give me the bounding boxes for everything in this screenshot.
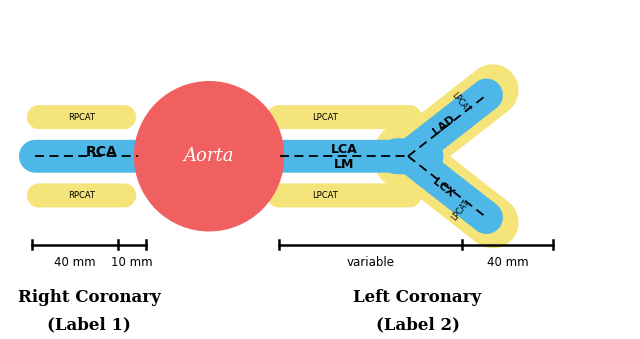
Text: Left Coronary: Left Coronary: [353, 289, 482, 306]
Text: 40 mm: 40 mm: [487, 256, 529, 269]
Polygon shape: [19, 140, 204, 173]
Polygon shape: [390, 79, 503, 174]
Polygon shape: [390, 139, 503, 234]
Text: LCA: LCA: [331, 143, 358, 156]
Text: variable: variable: [346, 256, 394, 269]
Text: LPCAT: LPCAT: [312, 191, 338, 200]
Polygon shape: [27, 105, 136, 129]
Polygon shape: [375, 124, 518, 248]
Text: RPCAT: RPCAT: [68, 191, 95, 200]
Text: LAD: LAD: [431, 113, 456, 136]
Text: LPCAT: LPCAT: [312, 113, 338, 122]
Polygon shape: [379, 138, 444, 174]
Text: 40 mm: 40 mm: [54, 256, 96, 269]
Text: RCA: RCA: [86, 145, 118, 159]
Polygon shape: [267, 105, 422, 129]
Polygon shape: [267, 183, 422, 207]
Text: LPCAT: LPCAT: [450, 91, 471, 115]
Text: LM: LM: [334, 158, 355, 171]
Text: 10 mm: 10 mm: [111, 256, 152, 269]
Circle shape: [134, 82, 284, 231]
Text: (Label 1): (Label 1): [47, 316, 131, 333]
Text: RPCAT: RPCAT: [68, 113, 95, 122]
Text: LCX: LCX: [431, 177, 456, 200]
Text: Right Coronary: Right Coronary: [18, 289, 161, 306]
Text: (Label 2): (Label 2): [376, 316, 460, 333]
Polygon shape: [27, 183, 136, 207]
Text: LPCAT: LPCAT: [450, 198, 471, 222]
Polygon shape: [261, 140, 428, 173]
Text: Aorta: Aorta: [184, 147, 234, 165]
Polygon shape: [375, 64, 518, 188]
